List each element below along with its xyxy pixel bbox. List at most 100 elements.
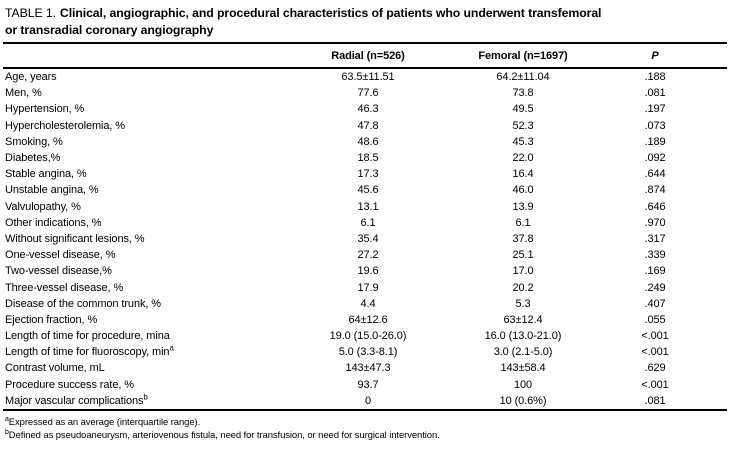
p-value: .646 (644, 200, 666, 213)
row-label: Stable angina, % (3, 168, 293, 180)
femoral-value: 52.3 (512, 119, 534, 132)
table-title-line-2: or transradial coronary angiography (5, 22, 214, 37)
row-label: Length of time for fluoroscopy, mina (3, 343, 293, 359)
row-label: Without significant lesions, % (3, 233, 293, 245)
radial-value: 35.4 (357, 232, 379, 245)
row-label-text: Ejection fraction, % (5, 313, 98, 326)
row-label: Length of time for procedure, mina (3, 330, 293, 342)
p-value: .874 (644, 184, 666, 197)
column-header-femoral: Femoral (n=1697) (478, 49, 568, 62)
table-body: Age, years 63.5±11.51 64.2±11.04 .188 Me… (3, 69, 733, 409)
radial-value: 4.4 (360, 297, 376, 310)
p-value: .055 (644, 313, 666, 326)
row-label-text: Length of time for fluoroscopy, min (5, 346, 170, 359)
femoral-value: 13.9 (512, 200, 534, 213)
radial-value: 19.6 (357, 265, 379, 278)
radial-value: 27.2 (357, 249, 379, 262)
table-row: Unstable angina, % 45.6 46.0 .874 (3, 182, 733, 198)
femoral-value: 25.1 (512, 249, 534, 262)
table-footnotes: aExpressed as an average (interquartile … (5, 416, 733, 442)
femoral-value: 3.0 (2.1-5.0) (493, 346, 553, 359)
row-label: Men, % (3, 87, 293, 99)
table-row: Major vascular complicationsb 0 10 (0.6%… (3, 393, 733, 409)
radial-value: 13.1 (357, 200, 379, 213)
table-row: Age, years 63.5±11.51 64.2±11.04 .188 (3, 69, 733, 85)
row-label-text: Length of time for procedure, mina (5, 330, 170, 343)
row-label: Other indications, % (3, 217, 293, 229)
p-value: .197 (644, 103, 666, 116)
p-value: .169 (644, 265, 666, 278)
header-rule (3, 67, 727, 69)
femoral-value: 46.0 (512, 184, 534, 197)
column-header-radial: Radial (n=526) (331, 49, 405, 62)
row-label-text: Age, years (5, 71, 57, 84)
p-value: .629 (644, 362, 666, 375)
femoral-value: 143±58.4 (500, 362, 546, 375)
table-number: TABLE 1. (5, 6, 56, 20)
row-label-text: Hypercholesterolemia, % (5, 119, 125, 132)
row-label: Valvulopathy, % (3, 201, 293, 213)
p-value: <.001 (641, 346, 669, 359)
row-label: Age, years (3, 71, 293, 83)
row-label-text: Valvulopathy, % (5, 200, 81, 213)
footnote-b: bDefined as pseudoaneurysm, arteriovenou… (5, 429, 733, 442)
row-label-text: Diabetes,% (5, 152, 61, 165)
row-label-superscript: a (169, 343, 174, 353)
femoral-value: 64.2±11.04 (496, 71, 550, 84)
radial-value: 5.0 (3.3-8.1) (338, 346, 398, 359)
radial-value: 63.5±11.51 (341, 71, 395, 84)
table-row: Procedure success rate, % 93.7 100 <.001 (3, 377, 733, 393)
femoral-value: 45.3 (512, 135, 534, 148)
row-label: Hypertension, % (3, 103, 293, 115)
femoral-value: 16.4 (512, 168, 534, 181)
table-row: Disease of the common trunk, % 4.4 5.3 .… (3, 296, 733, 312)
radial-value: 77.6 (357, 87, 379, 100)
table-row: Hypercholesterolemia, % 47.8 52.3 .073 (3, 118, 733, 134)
p-value: .970 (644, 216, 666, 229)
table-title-line-1: TABLE 1. Clinical, angiographic, and proc… (5, 5, 733, 22)
row-label-text: Stable angina, % (5, 168, 87, 181)
femoral-value: 10 (0.6%) (499, 394, 547, 407)
row-label-text: Other indications, % (5, 216, 102, 229)
p-value: .092 (644, 152, 666, 165)
p-value: .188 (644, 71, 666, 84)
radial-value: 46.3 (357, 103, 379, 116)
row-label-text: Men, % (5, 87, 42, 100)
row-label-text: Contrast volume, mL (5, 362, 105, 375)
p-value: .081 (644, 394, 666, 407)
p-value: .073 (644, 119, 666, 132)
table-row: Contrast volume, mL 143±47.3 143±58.4 .6… (3, 360, 733, 376)
row-label-text: Major vascular complications (5, 394, 144, 407)
row-label: Unstable angina, % (3, 184, 293, 196)
footnote-b-marker: b (5, 428, 9, 436)
p-value: .189 (644, 135, 666, 148)
table-row: Two-vessel disease,% 19.6 17.0 .169 (3, 263, 733, 279)
row-label: Hypercholesterolemia, % (3, 120, 293, 132)
radial-value: 48.6 (357, 135, 379, 148)
femoral-value: 20.2 (512, 281, 534, 294)
radial-value: 47.8 (357, 119, 379, 132)
row-label: Contrast volume, mL (3, 362, 293, 374)
row-label-text: One-vessel disease, % (5, 249, 116, 262)
table-title-text: Clinical, angiographic, and procedural c… (59, 6, 602, 20)
radial-value: 0 (364, 394, 372, 407)
row-label: Three-vessel disease, % (3, 282, 293, 294)
femoral-value: 6.1 (515, 216, 531, 229)
row-label-text: Three-vessel disease, % (5, 281, 124, 294)
radial-value: 45.6 (357, 184, 379, 197)
row-label-text: Unstable angina, % (5, 184, 99, 197)
radial-value: 143±47.3 (345, 362, 391, 375)
footnote-a-marker: a (5, 415, 9, 423)
p-value: .317 (644, 232, 666, 245)
top-rule (3, 42, 727, 44)
table-row: Men, % 77.6 73.8 .081 (3, 85, 733, 101)
bottom-rule (3, 408, 727, 411)
row-label-text: Without significant lesions, % (5, 232, 145, 245)
row-label-text: Two-vessel disease,% (5, 265, 112, 278)
row-label-superscript: b (143, 392, 148, 402)
femoral-value: 22.0 (512, 152, 534, 165)
row-label: One-vessel disease, % (3, 249, 293, 261)
table-title: TABLE 1. Clinical, angiographic, and proc… (0, 0, 733, 38)
row-label: Major vascular complicationsb (3, 392, 293, 407)
femoral-value: 37.8 (512, 232, 534, 245)
